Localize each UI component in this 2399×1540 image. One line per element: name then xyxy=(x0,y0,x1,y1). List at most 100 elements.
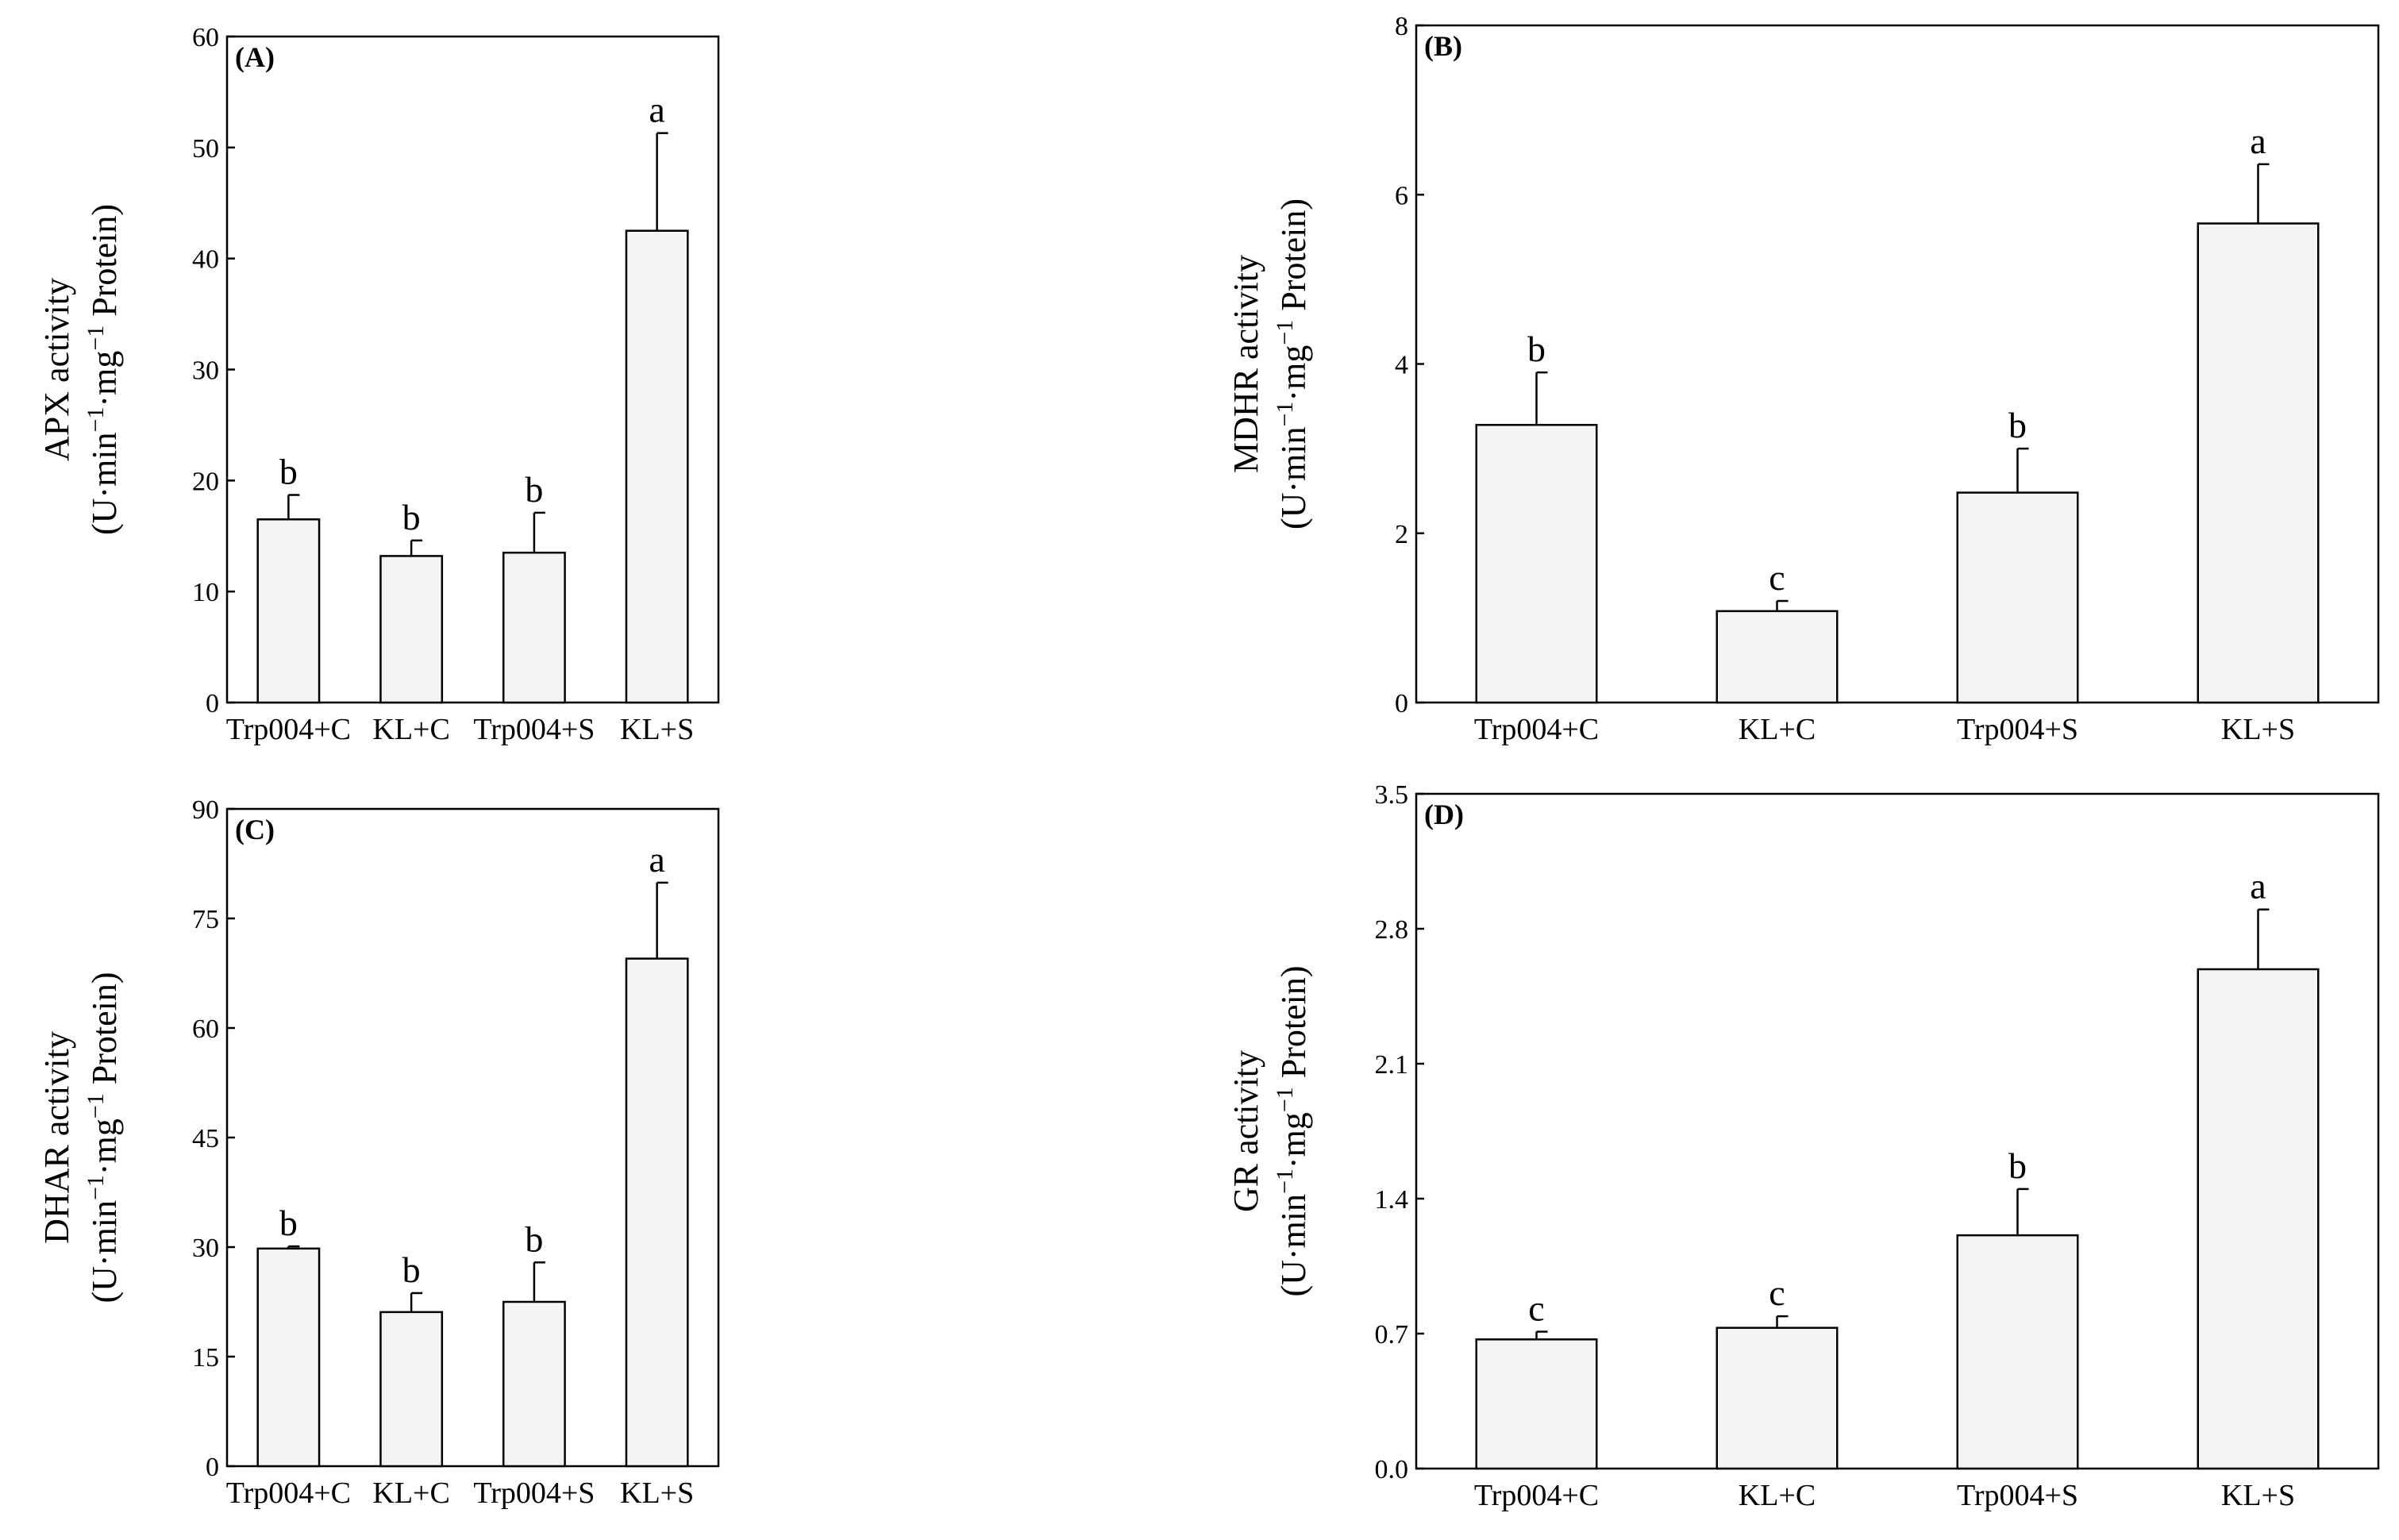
significance-label: a xyxy=(649,90,664,130)
significance-label: b xyxy=(402,497,421,537)
y-axis-unit-part: (U·min xyxy=(1274,426,1313,529)
y-tick-label: 4 xyxy=(1395,351,1408,380)
y-tick-label: 0 xyxy=(206,689,219,718)
y-axis-unit-superscript: −1 xyxy=(1272,320,1298,345)
x-category-label: Trp004+C xyxy=(226,713,351,746)
x-category-label: KL+S xyxy=(2221,1479,2295,1512)
bar xyxy=(256,1247,321,1468)
y-tick-label: 1.4 xyxy=(1375,1185,1409,1215)
y-tick-label: 60 xyxy=(192,23,219,52)
bar xyxy=(1956,1234,2079,1470)
y-axis-unit-superscript: −1 xyxy=(83,407,109,433)
significance-label: c xyxy=(1528,1288,1544,1329)
bar xyxy=(379,1311,444,1468)
x-category-label: KL+S xyxy=(620,713,694,746)
chart-panel-d: 0.0 0.7 1.4 2.1 2.8 3.5 c Trp004+C c KL+C b Trp004+… xyxy=(1226,780,2380,1512)
bar xyxy=(379,555,444,704)
bar xyxy=(502,551,566,704)
x-category-label: Trp004+C xyxy=(226,1476,351,1510)
x-category-label: KL+C xyxy=(1739,1479,1816,1512)
y-axis-unit-superscript: −1 xyxy=(1272,402,1298,427)
y-axis-unit-part: ·mg xyxy=(85,1118,124,1175)
y-axis-title: GR activity xyxy=(1226,1050,1265,1212)
significance-label: b xyxy=(2008,405,2027,445)
y-tick-label: 40 xyxy=(192,245,219,275)
significance-label: a xyxy=(2250,866,2266,907)
y-axis-unit-part: Protein) xyxy=(85,972,124,1093)
x-category-label: Trp004+C xyxy=(1474,713,1599,746)
significance-label: b xyxy=(525,469,543,510)
y-tick-label: 30 xyxy=(192,356,219,386)
chart-panel-c: 0 15 30 45 60 75 90 b Trp004+C b KL+C b Trp004+S a KL+… xyxy=(37,795,720,1510)
y-tick-label: 3.5 xyxy=(1375,780,1409,810)
panel-label: (A) xyxy=(235,41,275,73)
y-tick-label: 10 xyxy=(192,578,219,607)
y-axis-unit-part: (U·min xyxy=(85,432,124,535)
y-tick-label: 2.8 xyxy=(1375,915,1409,945)
x-category-label: KL+C xyxy=(372,1476,449,1510)
y-tick-label: 6 xyxy=(1395,181,1408,210)
bar xyxy=(1475,424,1598,704)
bar xyxy=(1715,610,1839,704)
y-axis-unit: (U·min−1·mg−1 Protein) xyxy=(1272,965,1313,1296)
bar xyxy=(1715,1326,1839,1470)
bar xyxy=(502,1300,566,1468)
y-axis-unit-part: Protein) xyxy=(1274,198,1313,320)
chart-panel-b: 0 2 4 6 8 b Trp004+C c KL+C b Trp004+S a KL+S (B) MDHR… xyxy=(1226,12,2380,746)
x-category-label: Trp004+S xyxy=(1957,1479,2078,1512)
x-category-label: KL+C xyxy=(1739,713,1816,746)
bar xyxy=(625,957,689,1468)
significance-label: b xyxy=(402,1249,421,1290)
significance-label: c xyxy=(1769,557,1785,598)
y-tick-label: 0.0 xyxy=(1375,1455,1409,1484)
y-axis-title: APX activity xyxy=(37,278,76,461)
y-tick-label: 0 xyxy=(206,1453,219,1482)
y-axis-title: DHAR activity xyxy=(37,1031,76,1244)
significance-label: b xyxy=(1527,329,1546,369)
significance-label: b xyxy=(279,452,298,492)
significance-label: b xyxy=(525,1219,543,1259)
x-category-label: KL+S xyxy=(620,1476,694,1510)
plot-frame xyxy=(1415,792,2380,1470)
y-axis-unit-part: ·mg xyxy=(1274,345,1313,402)
y-tick-label: 0.7 xyxy=(1375,1320,1409,1349)
chart-panel-a: 0 10 20 30 40 50 60 b Trp004+C b KL+C b Trp004+S a KL+… xyxy=(37,23,720,746)
bar xyxy=(2197,222,2320,704)
y-axis-unit-part: Protein) xyxy=(1274,965,1313,1087)
y-tick-label: 60 xyxy=(192,1014,219,1044)
x-category-label: KL+C xyxy=(372,713,449,746)
y-axis-unit: (U·min−1·mg−1 Protein) xyxy=(1272,198,1313,529)
significance-label: a xyxy=(649,839,664,880)
x-category-label: Trp004+S xyxy=(473,1476,595,1510)
y-axis-unit-superscript: −1 xyxy=(1272,1087,1298,1112)
bar xyxy=(1956,491,2079,704)
y-axis-unit-superscript: −1 xyxy=(83,325,109,351)
y-tick-label: 90 xyxy=(192,795,219,825)
panel-label: (C) xyxy=(235,814,275,845)
y-axis-unit: (U·min−1·mg−1 Protein) xyxy=(83,972,124,1303)
y-axis-title: MDHR activity xyxy=(1226,255,1265,473)
significance-label: b xyxy=(279,1203,298,1243)
y-axis-unit-superscript: −1 xyxy=(83,1093,109,1118)
y-axis-unit-part: ·mg xyxy=(1274,1112,1313,1168)
bar xyxy=(1475,1338,1598,1470)
x-category-label: Trp004+S xyxy=(473,713,595,746)
significance-label: c xyxy=(1769,1272,1785,1313)
y-tick-label: 20 xyxy=(192,467,219,496)
y-tick-label: 2.1 xyxy=(1375,1050,1409,1080)
y-tick-label: 50 xyxy=(192,134,219,164)
panel-label: (B) xyxy=(1424,30,1462,62)
y-axis-unit-part: ·mg xyxy=(85,351,124,407)
bar xyxy=(256,518,321,704)
panel-label: (D) xyxy=(1424,799,1464,830)
significance-label: b xyxy=(2008,1145,2027,1186)
y-tick-label: 30 xyxy=(192,1234,219,1263)
bar xyxy=(625,229,689,704)
y-tick-label: 0 xyxy=(1395,689,1408,718)
significance-label: a xyxy=(2250,121,2266,161)
x-category-label: Trp004+C xyxy=(1474,1479,1599,1512)
y-tick-label: 8 xyxy=(1395,12,1408,41)
y-axis-unit-superscript: −1 xyxy=(1272,1168,1298,1194)
y-axis-unit-part: Protein) xyxy=(85,204,124,325)
y-tick-label: 45 xyxy=(192,1124,219,1153)
